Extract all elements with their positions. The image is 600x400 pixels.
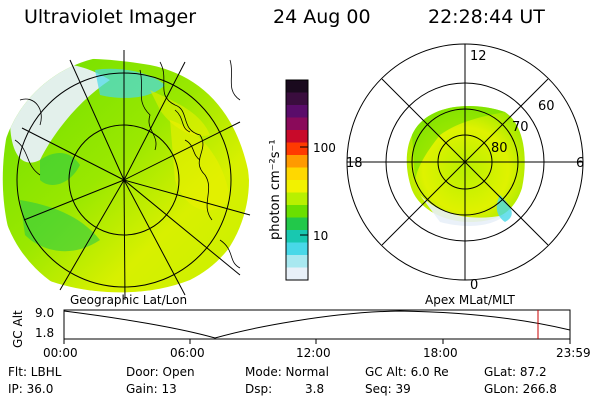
colorbar-segment [286, 205, 308, 219]
mlt-label-18: 18 [346, 156, 363, 171]
altitude-tick-max: 9.0 [35, 306, 55, 320]
gain-info: Gain: 13 [126, 382, 177, 396]
colorbar-segment [286, 142, 308, 156]
geographic-panel-label: Geographic Lat/Lon [70, 293, 188, 307]
glat-info: GLat: 87.2 [484, 365, 547, 379]
time-tick-0000: 00:00 [43, 346, 78, 360]
colorbar-tick-10: 10 [313, 229, 328, 243]
colorbar-segment [286, 155, 308, 169]
time-tick-2359: 23:59 [556, 346, 591, 360]
colorbar-segment [286, 217, 308, 231]
colorbar [285, 79, 309, 281]
mlat-label-80: 80 [491, 141, 508, 156]
colorbar-tick-100: 100 [313, 141, 336, 155]
altitude-axis-label: GC Alt [11, 310, 25, 348]
geographic-image [2, 50, 251, 301]
colorbar-segment [286, 130, 308, 144]
altitude-plot [63, 309, 571, 344]
ip-info: IP: 36.0 [8, 382, 54, 396]
gc-alt-info: GC Alt: 6.0 Re [365, 365, 449, 379]
colorbar-segment [286, 105, 308, 119]
mlat-label-60: 60 [538, 99, 555, 114]
time-tick-0600: 06:00 [170, 346, 205, 360]
colorbar-segment [286, 242, 308, 256]
date-label: 24 Aug 00 [273, 6, 371, 28]
time-label: 22:28:44 UT [428, 6, 545, 28]
mlt-label-12: 12 [470, 49, 487, 64]
colorbar-segment [286, 192, 308, 206]
door-info: Door: Open [126, 365, 195, 379]
colorbar-segment [286, 230, 308, 244]
colorbar-segment [286, 80, 308, 94]
polar-image [346, 43, 584, 281]
glon-info: GLon: 266.8 [484, 382, 557, 396]
colorbar-segment [286, 117, 308, 131]
mlt-label-0: 0 [470, 278, 478, 293]
mode-info: Mode: Normal [245, 365, 329, 379]
instrument-title: Ultraviolet Imager [24, 6, 197, 28]
dsp-label: Dsp: [245, 382, 273, 396]
colorbar-segment [286, 92, 308, 106]
colorbar-segment [286, 267, 308, 281]
apex-panel-label: Apex MLat/MLT [425, 293, 515, 307]
dsp-value: 3.8 [305, 382, 325, 396]
colorbar-segment [286, 167, 308, 181]
colorbar-segment [286, 255, 308, 269]
colorbar-segment [286, 180, 308, 194]
time-tick-1200: 12:00 [296, 346, 331, 360]
mlt-label-6: 6 [576, 156, 584, 171]
altitude-tick-min: 1.8 [35, 326, 55, 340]
mlat-label-70: 70 [512, 120, 529, 135]
seq-info: Seq: 39 [365, 382, 411, 396]
colorbar-unit-label: photon cm⁻²s⁻¹ [268, 139, 283, 240]
filter-info: Flt: LBHL [8, 365, 62, 379]
time-tick-1800: 18:00 [423, 346, 458, 360]
